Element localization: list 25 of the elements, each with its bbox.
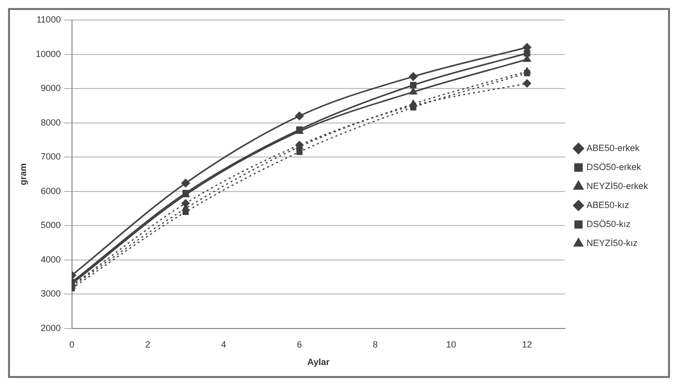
y-tick-label: 3000 [40, 288, 61, 299]
x-axis-title: Aylar [307, 357, 330, 368]
x-tick-label: 8 [372, 339, 378, 350]
y-tick-label: 2000 [40, 322, 61, 333]
legend-label: ABE50-erkek [586, 142, 640, 153]
y-tick-label: 9000 [40, 83, 61, 94]
y-axis-title: gram [18, 163, 28, 186]
y-tick-label: 11000 [36, 14, 61, 24]
legend-label: ABE50-kız [586, 200, 630, 210]
legend-label: NEYZİ50-erkek [586, 180, 648, 191]
y-tick-label: 6000 [40, 186, 61, 196]
x-tick-label: 0 [69, 339, 74, 350]
y-tick-label: 8000 [40, 117, 61, 128]
legend-label: DSÖ50-erkek [586, 162, 642, 172]
y-tick-label: 10000 [36, 48, 61, 59]
legend-label: NEYZİ50-kız [586, 238, 638, 248]
legend-label: DSÖ50-kız [586, 218, 631, 229]
x-tick-label: 10 [446, 339, 456, 350]
x-tick-label: 2 [145, 339, 150, 350]
x-tick-label: 12 [522, 339, 532, 350]
y-tick-label: 7000 [40, 152, 61, 162]
y-tick-label: 4000 [40, 254, 61, 264]
x-tick-label: 4 [221, 339, 226, 350]
x-tick-label: 6 [296, 339, 302, 350]
y-tick-label: 5000 [40, 220, 61, 230]
